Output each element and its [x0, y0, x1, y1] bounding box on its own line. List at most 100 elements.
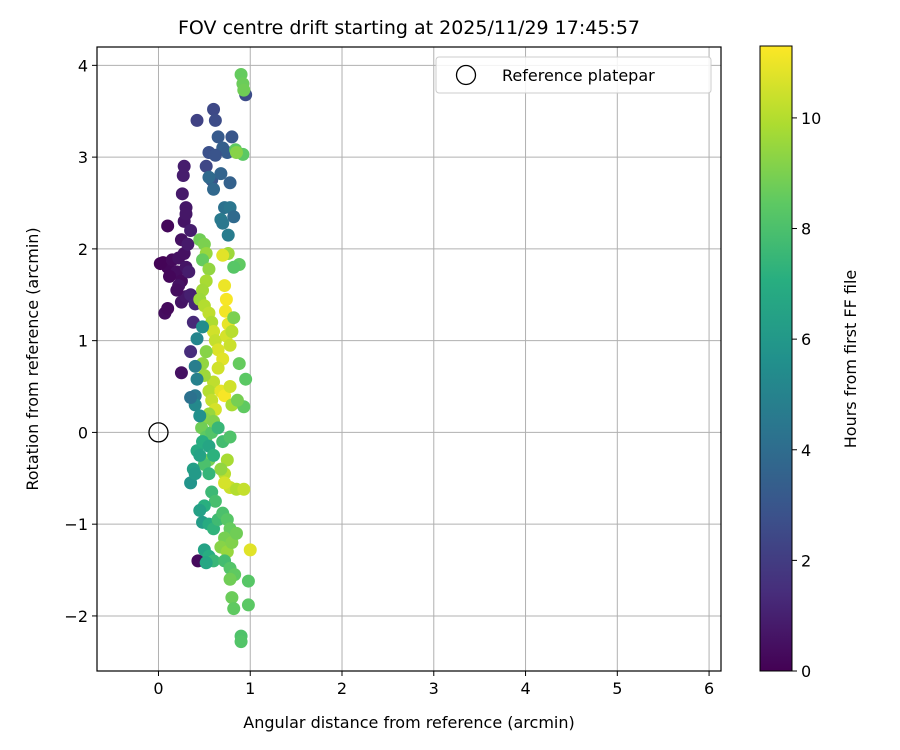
- data-point: [243, 543, 257, 557]
- data-point: [227, 210, 241, 224]
- data-point: [199, 159, 213, 173]
- data-point: [225, 130, 239, 144]
- data-point: [175, 187, 189, 201]
- scatter-points: [148, 68, 257, 649]
- data-point: [229, 526, 243, 540]
- data-point: [174, 366, 188, 380]
- data-point: [223, 176, 237, 190]
- y-tick-label: −2: [64, 607, 88, 626]
- grid: [97, 47, 721, 671]
- data-point: [216, 216, 230, 230]
- legend-label: Reference platepar: [502, 66, 655, 85]
- data-point: [223, 338, 237, 352]
- data-point: [223, 430, 237, 444]
- data-point: [229, 146, 243, 160]
- y-tick-label: 4: [78, 56, 88, 75]
- data-point: [214, 462, 228, 476]
- colorbar-tick-label: 0: [801, 662, 811, 681]
- x-tick-label: 6: [704, 679, 714, 698]
- data-point: [170, 283, 184, 297]
- data-point: [199, 556, 213, 570]
- data-point: [237, 482, 251, 496]
- data-point: [162, 269, 176, 283]
- axis-ticks: 0 1 2 3 4 5 6 −2 −1 0 1 2 3 4: [64, 56, 714, 698]
- data-point: [232, 357, 246, 371]
- colorbar-gradient: [759, 45, 793, 672]
- colorbar-tick-label: 8: [801, 220, 811, 239]
- data-point: [225, 324, 239, 338]
- data-point: [196, 320, 210, 334]
- x-tick-label: 0: [153, 679, 163, 698]
- x-tick-label: 3: [429, 679, 439, 698]
- data-point: [211, 421, 225, 435]
- data-point: [219, 292, 233, 306]
- colorbar-tick-label: 4: [801, 441, 811, 460]
- data-point: [221, 228, 235, 242]
- data-point: [199, 345, 213, 359]
- data-point: [214, 167, 228, 181]
- data-point: [218, 476, 232, 490]
- data-point: [182, 265, 196, 279]
- data-point: [179, 207, 193, 221]
- colorbar-tick-label: 6: [801, 330, 811, 349]
- colorbar: 0 2 4 6 8 10 Hours from first FF file: [759, 45, 860, 681]
- data-point: [202, 170, 216, 184]
- data-point: [196, 253, 210, 267]
- data-point: [161, 219, 175, 233]
- chart-title: FOV centre drift starting at 2025/11/29 …: [178, 17, 640, 39]
- data-point: [208, 113, 222, 127]
- data-point: [223, 380, 237, 394]
- data-point: [190, 332, 204, 346]
- data-point: [188, 467, 202, 481]
- data-point: [188, 359, 202, 373]
- data-point: [237, 83, 251, 97]
- legend: Reference platepar: [435, 56, 712, 94]
- colorbar-label: Hours from first FF file: [841, 270, 860, 449]
- colorbar-tick-label: 10: [801, 109, 821, 128]
- data-point: [227, 311, 241, 325]
- data-point: [230, 393, 244, 407]
- data-point: [207, 102, 221, 116]
- data-point: [184, 224, 198, 238]
- x-tick-label: 1: [245, 679, 255, 698]
- data-point: [190, 372, 204, 386]
- data-point: [241, 598, 255, 612]
- data-point: [177, 159, 191, 173]
- data-point: [227, 260, 241, 274]
- data-point: [234, 635, 248, 649]
- data-point: [223, 572, 237, 586]
- legend-box: [435, 56, 712, 94]
- data-point: [216, 248, 230, 262]
- data-point: [202, 467, 216, 481]
- data-point: [181, 237, 195, 251]
- x-axis-label: Angular distance from reference (arcmin): [243, 713, 574, 732]
- data-point: [193, 409, 207, 423]
- y-tick-label: 2: [78, 240, 88, 259]
- colorbar-tick-label: 2: [801, 551, 811, 570]
- x-tick-label: 2: [337, 679, 347, 698]
- data-point: [208, 494, 222, 508]
- x-tick-label: 4: [520, 679, 530, 698]
- y-tick-label: 3: [78, 148, 88, 167]
- data-point: [207, 448, 221, 462]
- y-tick-label: 1: [78, 332, 88, 351]
- y-tick-label: 0: [78, 423, 88, 442]
- data-point: [239, 372, 253, 386]
- data-point: [193, 503, 207, 517]
- data-point: [190, 113, 204, 127]
- plot-frame: [96, 46, 722, 672]
- legend-reference-marker: [455, 64, 477, 86]
- data-point: [208, 148, 222, 162]
- data-point: [193, 448, 207, 462]
- x-tick-label: 5: [612, 679, 622, 698]
- data-point: [227, 602, 241, 616]
- y-tick-label: −1: [64, 515, 88, 534]
- data-point: [218, 279, 232, 293]
- data-point: [184, 391, 198, 405]
- colorbar-ticks: 0 2 4 6 8 10: [792, 109, 821, 681]
- data-point: [184, 345, 198, 359]
- data-point: [202, 262, 216, 276]
- data-point: [225, 591, 239, 605]
- data-point: [207, 182, 221, 196]
